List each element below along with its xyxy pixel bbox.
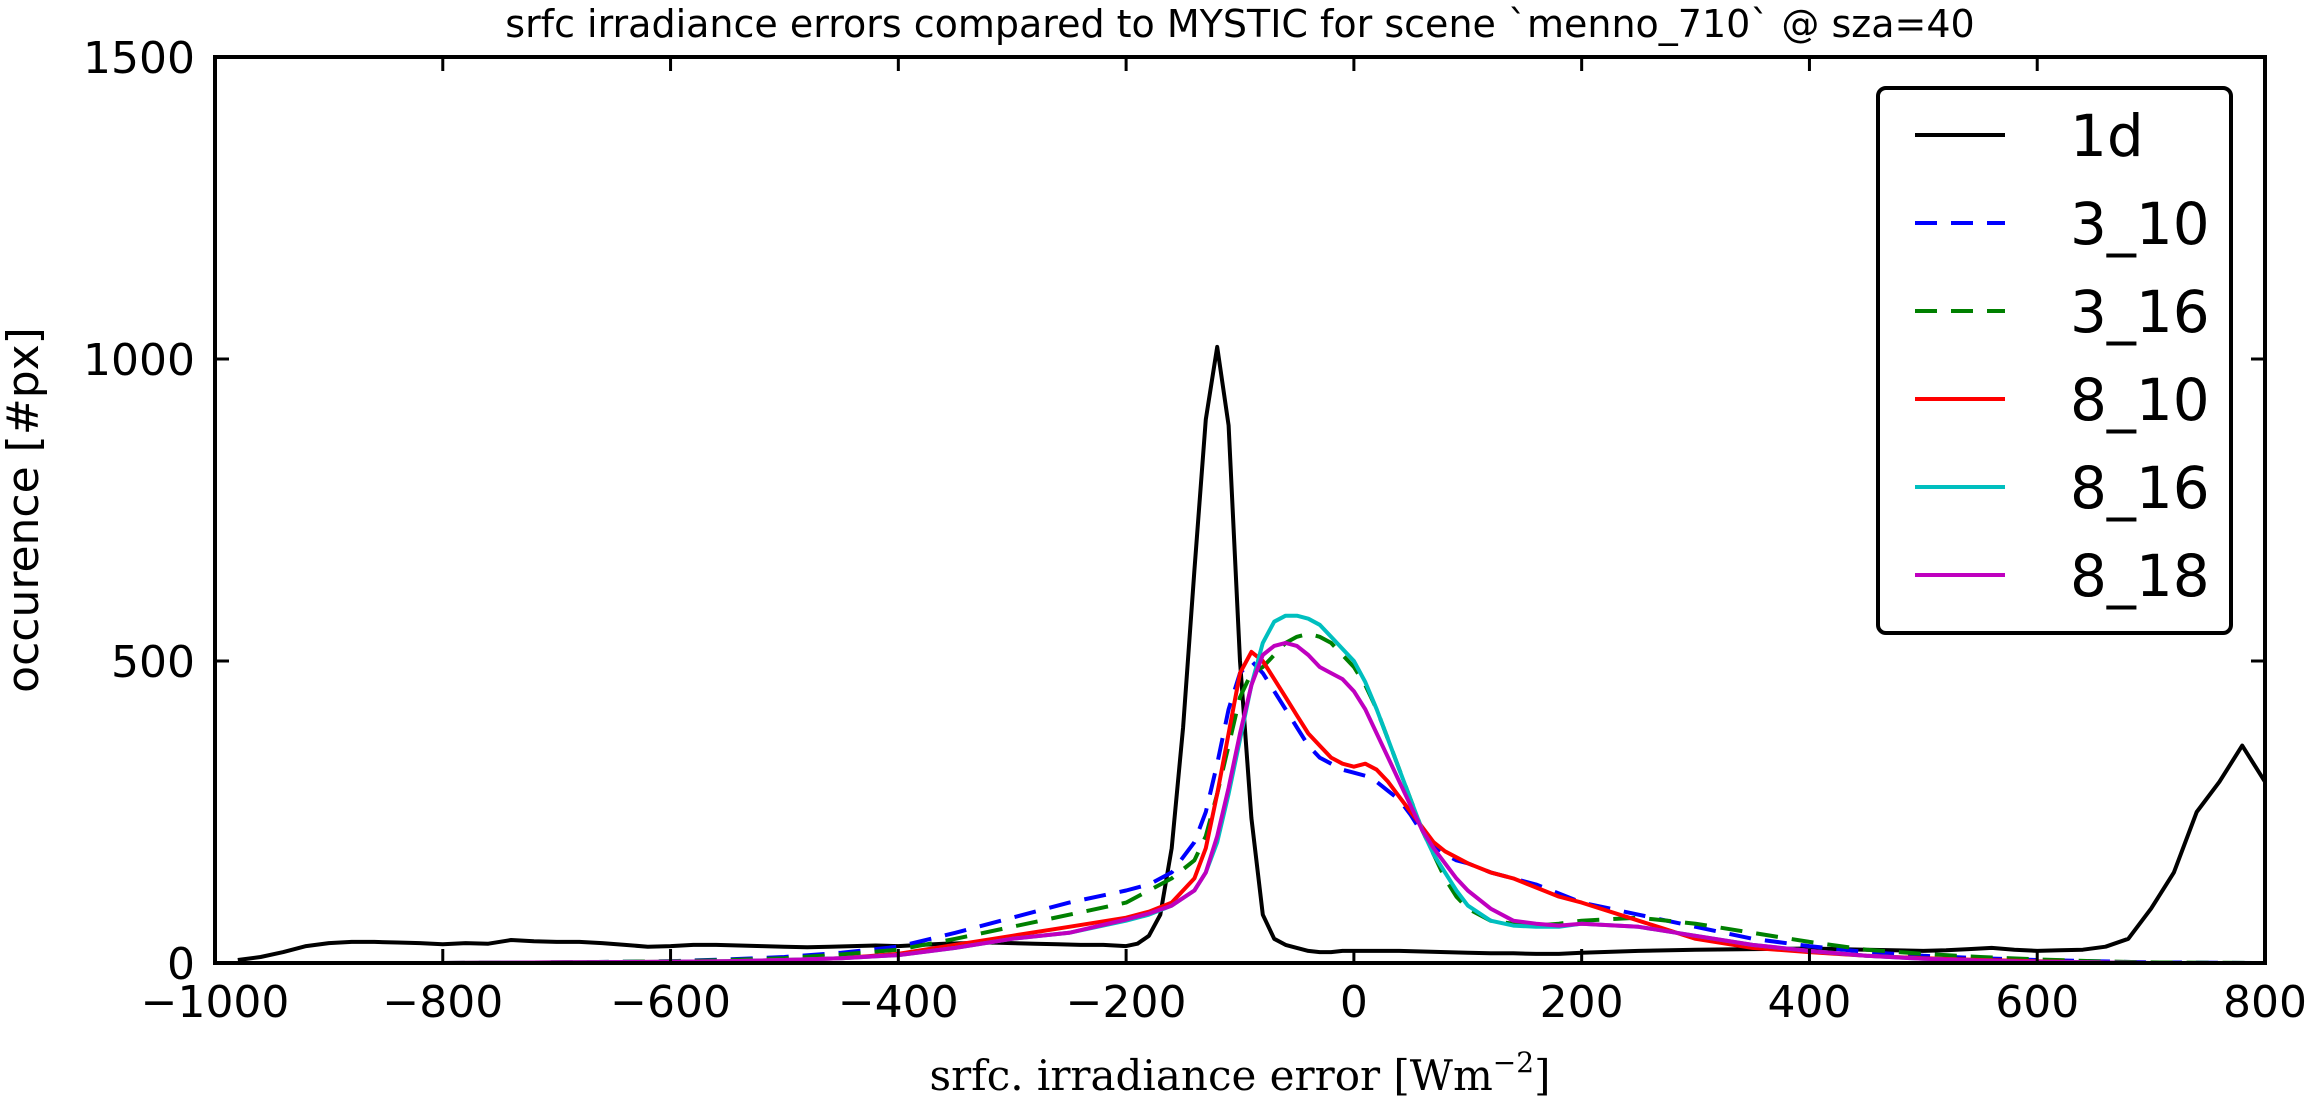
y-tick-label: 0 xyxy=(167,939,195,990)
chart-title: srfc irradiance errors compared to MYSTI… xyxy=(505,2,1974,46)
x-axis-label: srfc. irradiance error [Wm−2] xyxy=(930,1046,1551,1100)
x-axis-label-text: srfc. irradiance error [Wm xyxy=(930,1051,1493,1100)
x-tick-label: 800 xyxy=(2223,977,2307,1028)
series-line-8_18 xyxy=(442,640,2265,965)
x-tick-label: 200 xyxy=(1540,977,1624,1028)
x-axis-label-exponent: −2 xyxy=(1493,1046,1534,1079)
x-tick-label: 0 xyxy=(1340,977,1368,1028)
x-tick-label: 400 xyxy=(1767,977,1851,1028)
legend-label-8_10: 8_10 xyxy=(2070,366,2210,434)
legend-label-1d: 1d xyxy=(2070,102,2144,170)
series-line-3_10 xyxy=(442,659,2266,965)
x-tick-label: −1000 xyxy=(141,977,290,1028)
y-tick-label: 1000 xyxy=(83,335,195,386)
y-tick-label: 1500 xyxy=(83,33,195,84)
legend: 1d 3_10 3_16 8_10 8_16 8_18 xyxy=(1876,86,2233,635)
series-line-1d xyxy=(237,344,2267,962)
legend-label-3_10: 3_10 xyxy=(2070,190,2210,258)
x-tick-label: −200 xyxy=(1066,977,1187,1028)
y-tick-label: 500 xyxy=(111,637,195,688)
x-tick-label: −400 xyxy=(838,977,959,1028)
legend-label-8_18: 8_18 xyxy=(2070,542,2210,610)
x-axis-label-close: ] xyxy=(1534,1051,1550,1100)
y-axis-label: occurence [#px] xyxy=(0,327,49,693)
legend-label-3_16: 3_16 xyxy=(2070,278,2210,346)
series-line-3_16 xyxy=(442,631,2266,965)
plot-frame xyxy=(213,55,2267,965)
x-tick-label: −600 xyxy=(610,977,731,1028)
x-tick-label: −800 xyxy=(382,977,503,1028)
ticks-layer: −1000 −800 −600 −400 −200 0 200 400 600 800 0 500 10… xyxy=(83,33,2307,1028)
series-line-8_10 xyxy=(442,649,2265,965)
x-tick-label: 600 xyxy=(1995,977,2079,1028)
series-layer xyxy=(237,344,2267,965)
legend-label-8_16: 8_16 xyxy=(2070,454,2210,522)
